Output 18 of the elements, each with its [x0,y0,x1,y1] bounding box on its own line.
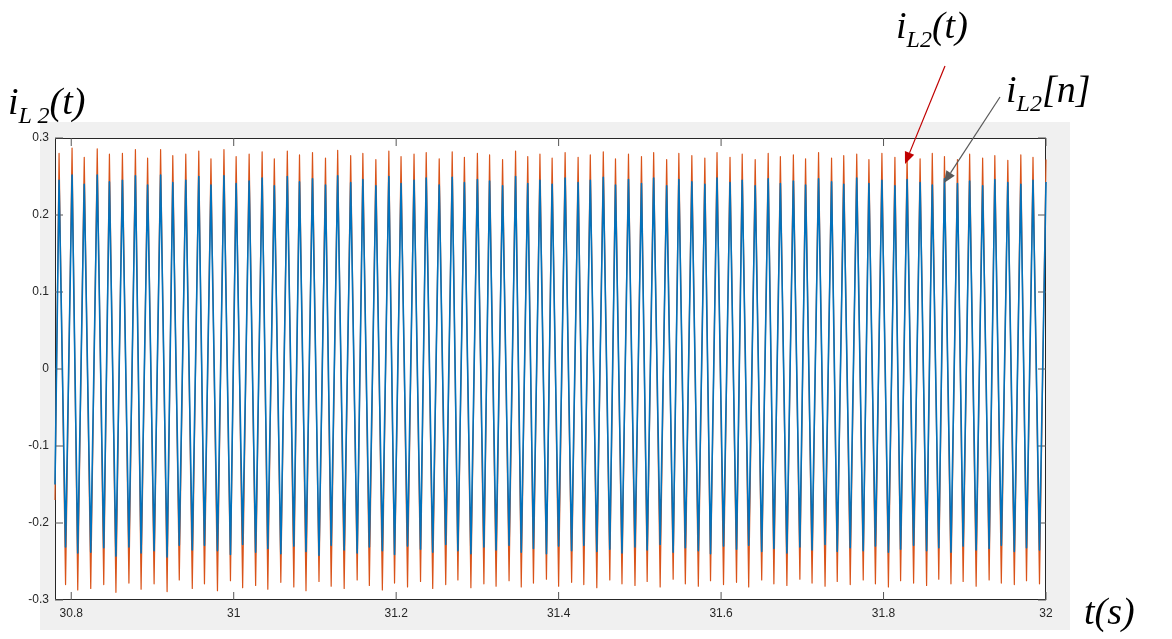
y-tick-label: -0.3 [28,592,50,607]
y-tick-label: 0 [42,361,50,376]
y-tick-label: -0.2 [28,515,50,530]
y-tick-label: 0.2 [32,207,50,222]
x-tick-label: 31.4 [546,605,571,620]
x-tick-label: 31.6 [709,605,734,620]
x-tick-label: 32 [1039,605,1053,620]
x-tick-label: 31 [227,605,241,620]
x-tick-label: 31.8 [871,605,896,620]
y-tick-label: 0.3 [32,130,50,145]
x-tick-label: 31.2 [384,605,409,620]
y-tick-label: -0.1 [28,438,50,453]
x-tick-label: 30.8 [59,605,84,620]
y-tick-label: 0.1 [32,284,50,299]
y-axis-title: i$_{L 2}$(t) [8,80,86,128]
x-axis-title: t(s) [1084,590,1135,632]
series-label: i$_{L2}$[n] [1006,68,1091,116]
text: i$_{L2}$(t) [896,4,968,52]
